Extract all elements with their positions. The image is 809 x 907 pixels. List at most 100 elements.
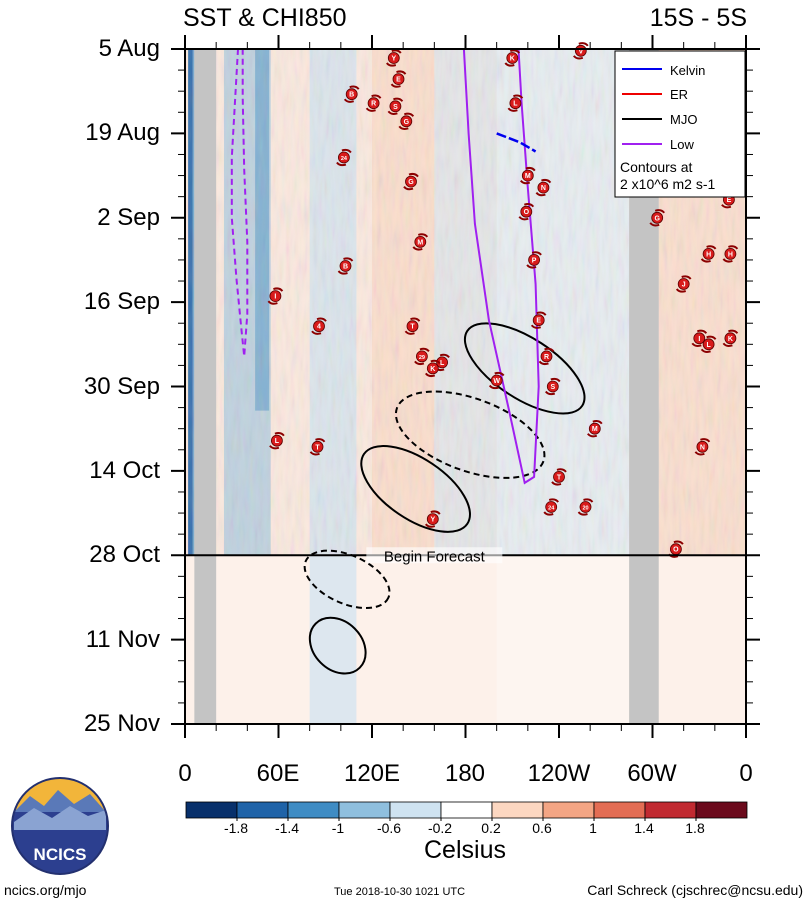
storm-dot xyxy=(696,440,709,453)
x-tick-label: 60W xyxy=(627,760,677,787)
storm-label: B xyxy=(343,264,348,271)
storm-dot xyxy=(389,100,402,113)
storm-label: B xyxy=(349,92,354,99)
storm-label: T xyxy=(315,444,320,451)
storm-marker: S xyxy=(545,377,561,396)
storm-dot xyxy=(532,314,545,327)
storm-dot xyxy=(521,169,534,182)
mjo-contour xyxy=(360,445,471,533)
footer-timestamp: Tue 2018-10-30 1021 UTC xyxy=(334,886,466,898)
storm-label: K xyxy=(510,56,515,63)
storm-marker: K xyxy=(504,49,521,67)
storm-marker: L xyxy=(700,335,717,353)
storm-dot xyxy=(520,205,533,218)
colorbar-swatch xyxy=(491,801,544,819)
storm-label: L xyxy=(275,438,280,445)
y-tick-label: 2 Sep xyxy=(97,204,160,231)
storm-label: 24 xyxy=(341,156,348,162)
storm-label: M xyxy=(592,426,598,433)
storm-swirl xyxy=(700,335,717,353)
storm-label: K xyxy=(728,336,733,343)
x-tick-label: 60E xyxy=(256,760,300,787)
colorbar-swatch xyxy=(593,801,646,819)
storm-dot xyxy=(506,52,519,64)
storm-label: R xyxy=(544,354,549,361)
colorbar-swatch xyxy=(338,801,391,819)
storm-marker: 24 xyxy=(336,148,352,167)
storm-swirl xyxy=(269,432,285,450)
storm-swirl xyxy=(577,498,594,516)
legend-note-2: 2 x10^6 m2 s-1 xyxy=(620,176,716,192)
ncics-logo: NCICS xyxy=(11,777,109,875)
storm-swirl xyxy=(694,438,711,456)
legend-label-low: Low xyxy=(670,137,694,152)
storm-dot xyxy=(724,332,737,345)
storm-dot xyxy=(724,247,737,260)
storm-label: T xyxy=(557,474,562,481)
storm-label: N xyxy=(541,185,546,192)
storm-dot xyxy=(509,97,522,110)
storm-swirl xyxy=(649,209,665,227)
storm-label: L xyxy=(706,342,711,349)
storm-dot xyxy=(436,356,449,369)
storm-label: G xyxy=(404,119,410,126)
colorbar-label: 1.4 xyxy=(634,820,654,836)
colorbar-label: -1.4 xyxy=(274,820,300,836)
storm-swirl xyxy=(551,468,567,486)
low-contour xyxy=(230,49,249,357)
storm-swirl xyxy=(507,94,524,112)
colorbar-swatch xyxy=(287,801,340,819)
storm-swirl xyxy=(538,347,555,366)
storm-label: P xyxy=(532,257,537,264)
x-tick-label: 0 xyxy=(739,760,753,787)
storm-label: S xyxy=(393,104,398,111)
storm-swirl xyxy=(267,287,284,305)
y-tick-label: 5 Aug xyxy=(98,35,160,62)
mjo-contour xyxy=(303,549,391,610)
storm-marker: I xyxy=(267,287,284,305)
mjo-contour xyxy=(308,616,367,675)
storm-swirl xyxy=(573,42,589,60)
storm-marker: I xyxy=(691,329,708,347)
storm-swirl xyxy=(412,233,429,251)
legend-note-1: Contours at xyxy=(620,159,693,175)
colorbar-label: -1.8 xyxy=(223,820,249,836)
footer-author: Carl Schreck (cjschrec@ncsu.edu) xyxy=(587,882,803,898)
storm-dot xyxy=(337,151,350,164)
storm-swirl xyxy=(488,371,505,390)
storm-swirl xyxy=(530,311,547,329)
legend-label-kelvin: Kelvin xyxy=(670,63,706,78)
storm-marker: B xyxy=(337,257,354,275)
storm-label: 29 xyxy=(419,355,425,361)
storm-swirl xyxy=(504,49,521,67)
storm-marker: G xyxy=(649,209,665,227)
storm-dot xyxy=(545,501,558,513)
storm-swirl xyxy=(425,510,441,528)
storm-swirl xyxy=(691,329,708,347)
storm-dot xyxy=(339,260,352,272)
colorbar-label: -0.6 xyxy=(376,820,402,836)
storm-marker: S xyxy=(387,97,404,115)
storm-dot xyxy=(702,247,715,260)
storm-dot xyxy=(528,253,540,266)
storm-dot xyxy=(415,350,428,363)
colorbar-swatch xyxy=(695,801,748,819)
x-tick-label: 120E xyxy=(343,760,401,787)
storm-label: E xyxy=(536,318,541,325)
storm-swirl xyxy=(404,317,421,335)
storm-label: L xyxy=(440,360,445,367)
storm-label: H xyxy=(728,251,733,258)
storm-dot xyxy=(313,320,325,333)
storm-swirl xyxy=(398,112,415,130)
storm-dot xyxy=(677,278,690,290)
axis-ticks xyxy=(171,35,760,738)
colorbar-label: 0.2 xyxy=(481,820,501,836)
storm-swirl xyxy=(387,97,404,115)
storm-marker: H xyxy=(722,245,739,263)
storm-label: E xyxy=(727,197,732,204)
storm-label: T xyxy=(410,324,415,331)
storm-dot xyxy=(693,332,706,345)
y-tick-label: 11 Nov xyxy=(85,626,160,653)
storm-marker: 20 xyxy=(577,498,594,516)
